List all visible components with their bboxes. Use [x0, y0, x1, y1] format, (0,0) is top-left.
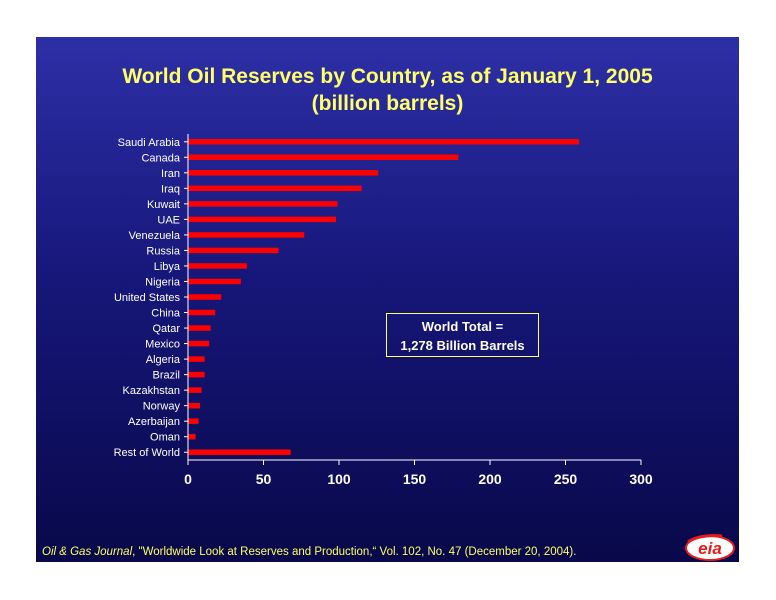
y-tick-label: Saudi Arabia — [118, 137, 181, 149]
y-tick-label: United States — [114, 292, 181, 304]
bar-norway — [188, 402, 201, 409]
bar-kuwait — [188, 201, 338, 207]
y-tick-label: Norway — [143, 401, 181, 413]
chart-subtitle: (billion barrels) — [311, 92, 464, 115]
bar-united-states — [188, 294, 222, 300]
bar-azerbaijan — [188, 418, 199, 424]
y-tick-label: Iran — [161, 168, 180, 180]
bar-qatar — [188, 325, 211, 331]
bar-libya — [188, 263, 247, 269]
bar-venezuela — [188, 232, 305, 238]
y-tick-label: Iraq — [161, 183, 180, 195]
bar-chart: Saudi Arabia Canada Iran Iraq Kuwait UAE Venez… — [114, 134, 653, 487]
x-tick-label: 200 — [478, 471, 502, 487]
source-journal: Oil & Gas Journal — [42, 546, 133, 558]
x-tick-label: 250 — [554, 471, 578, 487]
y-tick-label: Mexico — [145, 339, 180, 351]
y-tick-label: Rest of World — [114, 447, 180, 459]
x-tick-label: 100 — [327, 471, 351, 487]
y-tick-label: China — [151, 308, 181, 320]
bar-mexico — [188, 340, 210, 347]
bars-group — [188, 139, 580, 455]
y-tick-label: Venezuela — [129, 230, 181, 242]
bar-uae — [188, 216, 336, 223]
axes-group — [184, 134, 642, 465]
bar-brazil — [188, 371, 205, 378]
bar-algeria — [188, 356, 205, 362]
y-tick-label: UAE — [157, 214, 180, 226]
y-tick-labels: Saudi Arabia Canada Iran Iraq Kuwait UAE Venez… — [114, 137, 181, 459]
x-tick-label: 50 — [256, 471, 272, 487]
x-tick-labels: 0 50 100 150 200 250 300 — [184, 471, 653, 487]
x-tick-label: 300 — [629, 471, 653, 487]
y-tick-label: Russia — [146, 245, 181, 257]
y-tick-label: Azerbaijan — [128, 416, 180, 428]
bar-nigeria — [188, 278, 241, 285]
annotation-line-2: 1,278 Billion Barrels — [400, 338, 525, 353]
y-tick-label: Canada — [141, 152, 180, 164]
bar-canada — [188, 154, 459, 161]
bar-iraq — [188, 185, 362, 192]
bar-oman — [188, 433, 196, 440]
y-tick-label: Oman — [150, 432, 180, 444]
slide: World Oil Reserves by Country, as of Jan… — [36, 37, 739, 562]
world-total-annotation: World Total = 1,278 Billion Barrels — [386, 313, 539, 357]
x-tick-label: 150 — [403, 471, 427, 487]
source-text: , "Worldwide Look at Reserves and Produc… — [132, 546, 577, 558]
y-tick-label: Kazakhstan — [123, 385, 180, 397]
chart-title-line: World Oil Reserves by Country, as of Jan… — [122, 65, 653, 88]
y-tick-label: Brazil — [152, 370, 180, 382]
svg-text:eia: eia — [698, 539, 722, 558]
y-tick-label: Algeria — [146, 354, 181, 366]
annotation-line-1: World Total = — [421, 319, 504, 334]
bar-china — [188, 309, 216, 316]
chart-title: World Oil Reserves by Country, as of Jan… — [36, 63, 739, 117]
bar-kazakhstan — [188, 387, 202, 393]
bar-iran — [188, 170, 379, 176]
y-tick-label: Qatar — [152, 323, 180, 335]
y-tick-label: Libya — [154, 261, 181, 273]
bar-rest-of-world — [188, 449, 291, 455]
y-tick-label: Kuwait — [147, 199, 180, 211]
y-tick-label: Nigeria — [145, 276, 181, 288]
eia-logo-icon: eia — [685, 534, 735, 561]
bar-russia — [188, 247, 279, 254]
source-citation: Oil & Gas Journal, "Worldwide Look at Re… — [42, 546, 682, 558]
x-tick-label: 0 — [184, 471, 192, 487]
bar-saudi-arabia — [188, 139, 580, 145]
